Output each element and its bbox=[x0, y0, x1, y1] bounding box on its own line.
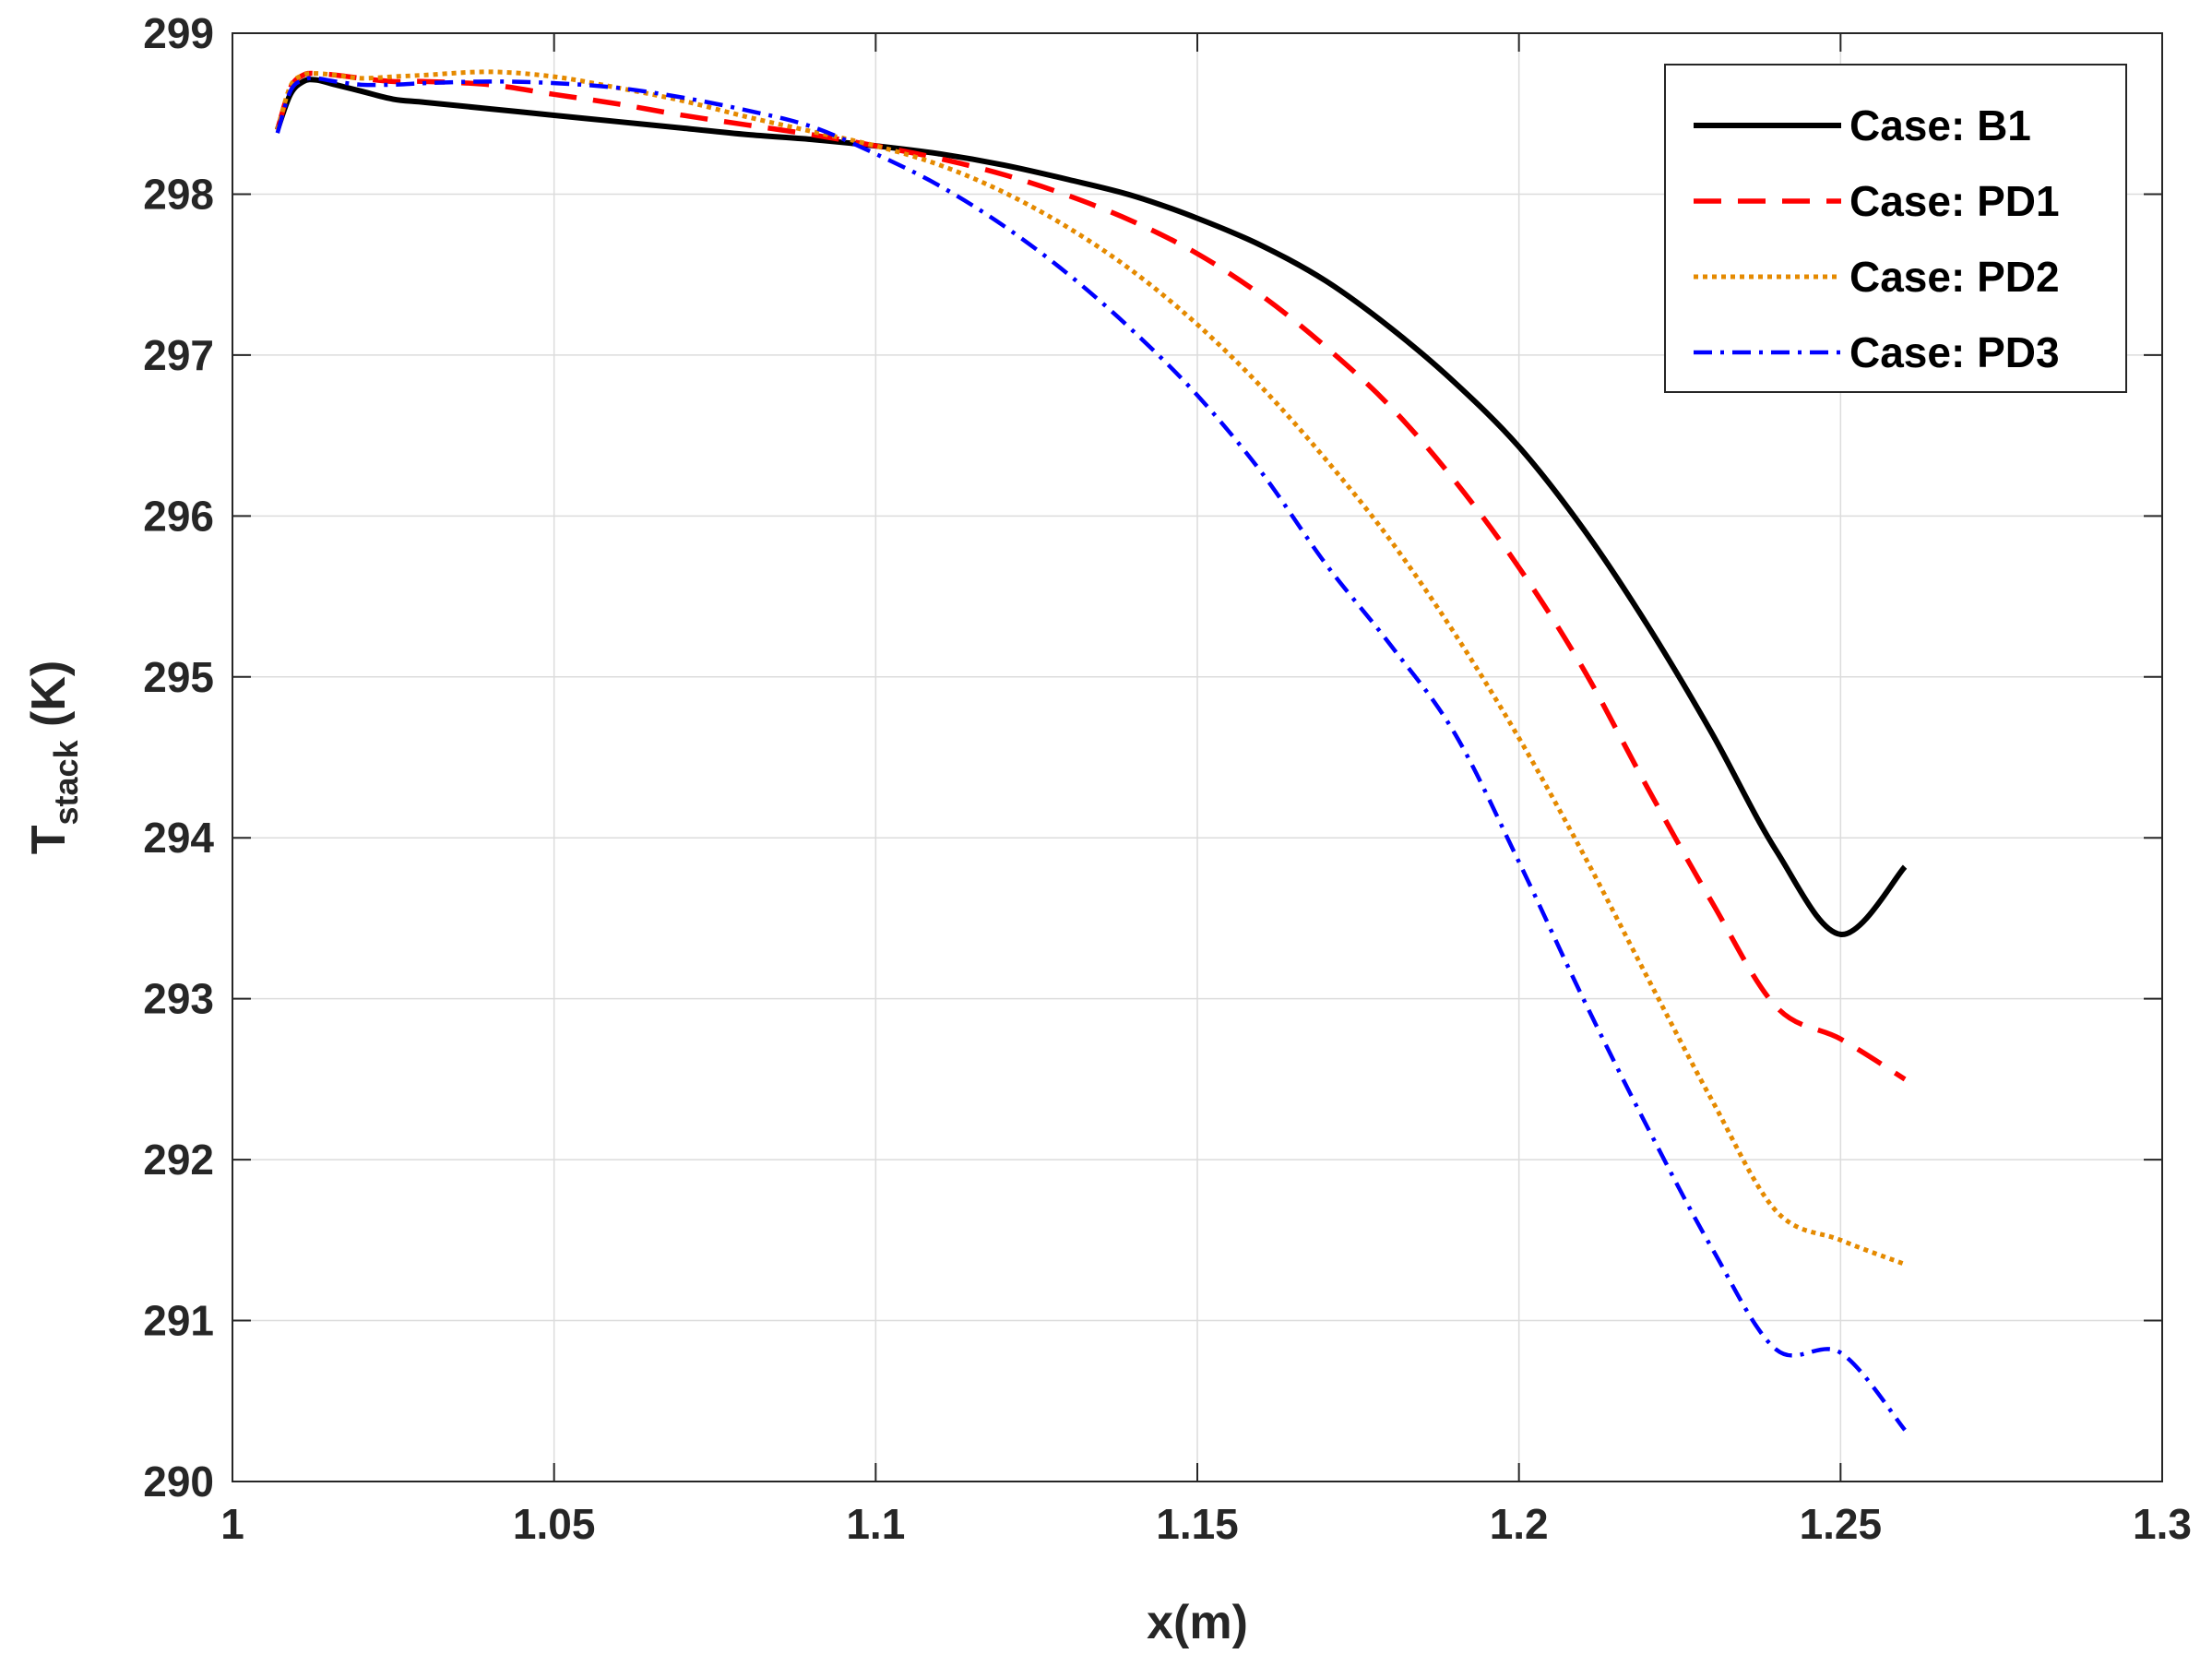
y-tick-labels: 290 291 292 293 294 295 296 297 298 299 bbox=[143, 9, 214, 1505]
legend-box bbox=[1664, 64, 2127, 393]
series-line-b1 bbox=[274, 77, 1908, 937]
x-tick-label: 1.25 bbox=[1800, 1500, 1883, 1548]
y-tick-label: 298 bbox=[143, 170, 214, 218]
series-layer bbox=[274, 69, 1908, 1432]
x-tick-label: 1.1 bbox=[846, 1500, 905, 1548]
y-axis-title-main: T bbox=[22, 825, 76, 854]
y-tick-label: 293 bbox=[143, 975, 214, 1023]
legend-label-b1: Case: B1 bbox=[1849, 101, 2031, 149]
legend: Case: B1 Case: PD1 Case: PD2 Case: PD3 bbox=[1664, 64, 2127, 393]
x-axis-title: x(m) bbox=[1147, 1596, 1248, 1649]
legend-label-pd2: Case: PD2 bbox=[1849, 253, 2060, 301]
x-tick-label: 1.15 bbox=[1156, 1500, 1239, 1548]
y-axis-title-unit: (K) bbox=[22, 660, 76, 741]
x-tick-label: 1.05 bbox=[513, 1500, 596, 1548]
series-line-pd2 bbox=[275, 69, 1906, 1267]
y-tick-label: 290 bbox=[143, 1458, 214, 1505]
legend-label-pd3: Case: PD3 bbox=[1849, 328, 2060, 376]
x-tick-label: 1.3 bbox=[2133, 1500, 2192, 1548]
series-line-pd3 bbox=[275, 76, 1907, 1432]
y-tick-label: 294 bbox=[143, 814, 214, 862]
y-tick-label: 299 bbox=[143, 9, 214, 57]
tick-marks bbox=[232, 32, 2163, 1482]
y-tick-label: 291 bbox=[143, 1297, 214, 1345]
x-tick-labels: 1 1.05 1.1 1.15 1.2 1.25 1.3 bbox=[220, 1500, 2192, 1548]
x-tick-label: 1 bbox=[220, 1500, 244, 1548]
legend-label-pd1: Case: PD1 bbox=[1849, 177, 2060, 225]
x-tick-label: 1.2 bbox=[1490, 1500, 1549, 1548]
y-tick-label: 292 bbox=[143, 1136, 214, 1184]
y-tick-label: 295 bbox=[143, 653, 214, 701]
y-axis-title-subscript: stack bbox=[47, 739, 85, 825]
series-line-pd1 bbox=[275, 70, 1907, 1082]
y-tick-label: 296 bbox=[143, 492, 214, 540]
y-axis-title: Tstack (K) bbox=[22, 660, 85, 854]
y-tick-label: 297 bbox=[143, 331, 214, 379]
